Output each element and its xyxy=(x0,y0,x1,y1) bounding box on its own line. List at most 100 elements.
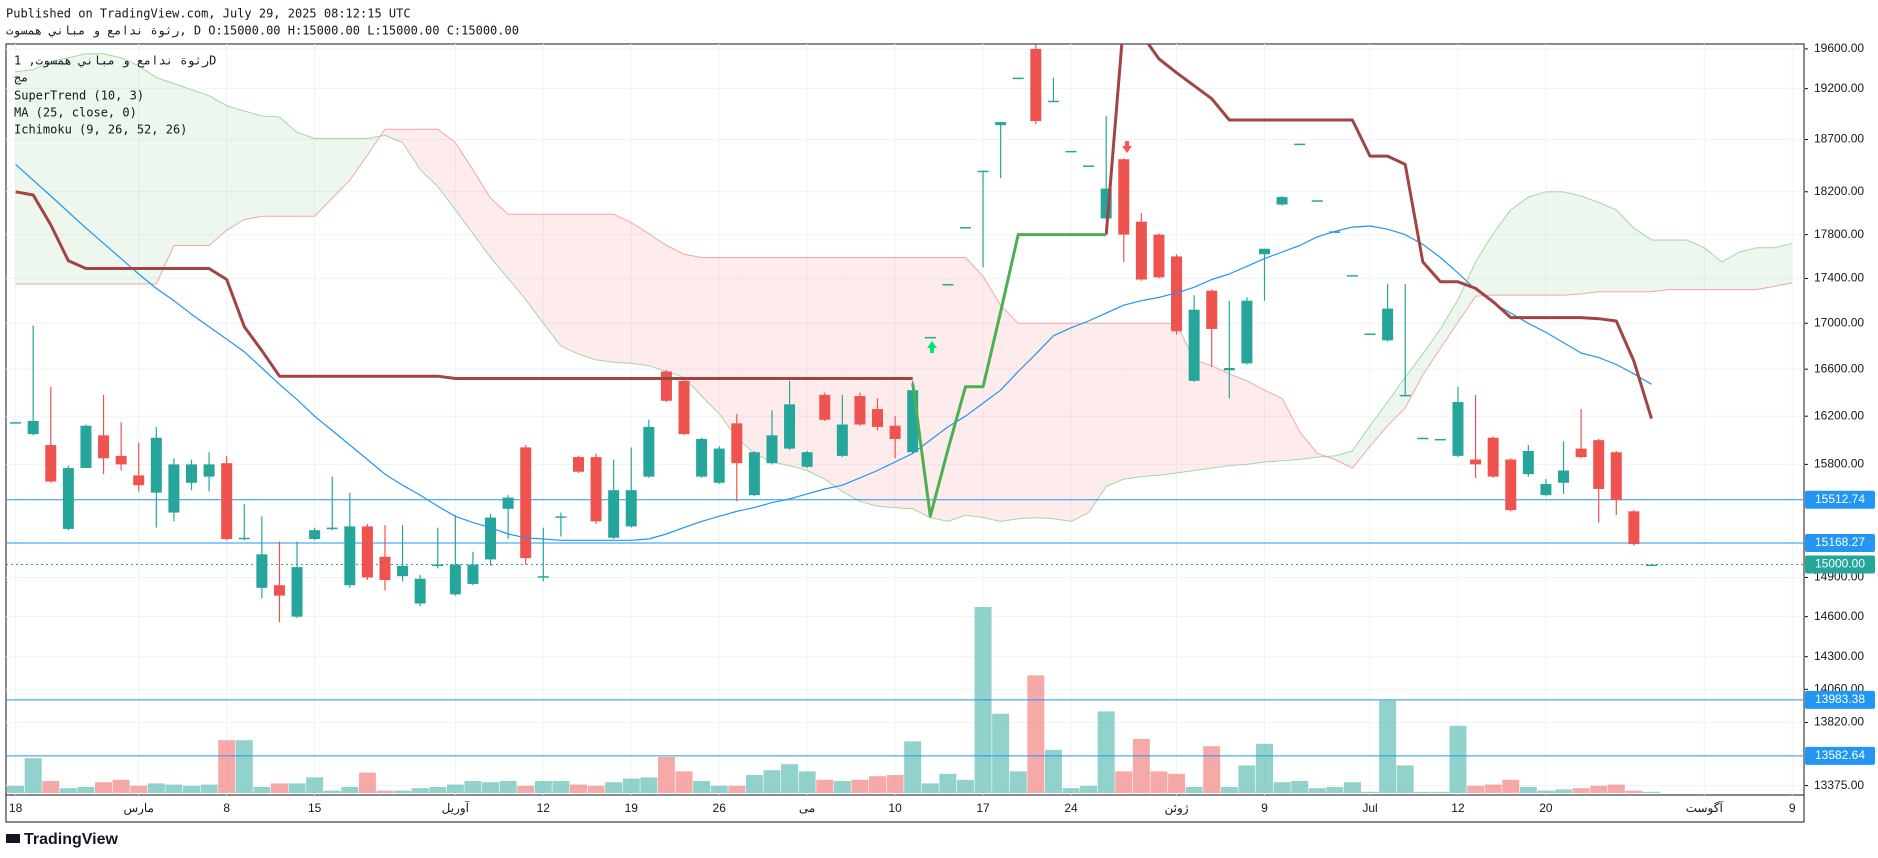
x-tick-label: ژوئن xyxy=(1165,801,1189,815)
candle-body xyxy=(1153,234,1165,278)
candle-body xyxy=(309,530,321,540)
volume-bar xyxy=(446,784,464,793)
volume-bar xyxy=(1009,771,1027,793)
volume-bar xyxy=(1220,787,1238,793)
candle-body xyxy=(150,437,162,493)
volume-bar xyxy=(218,740,236,793)
candle-body xyxy=(713,448,725,483)
ichimoku-cloud xyxy=(33,61,51,284)
candle-body xyxy=(977,170,989,173)
y-tick-label: 14300.00 xyxy=(1814,649,1864,663)
candle-body xyxy=(485,517,497,560)
ichimoku-cloud xyxy=(156,77,174,284)
y-tick-label: 13375.00 xyxy=(1814,778,1864,792)
candle-body xyxy=(731,423,743,464)
candle-body xyxy=(801,452,813,467)
volume-bar xyxy=(323,790,341,793)
candle-body xyxy=(1522,451,1534,475)
candle-body xyxy=(1470,459,1482,465)
volume-bar xyxy=(1361,791,1379,793)
price-badge xyxy=(1805,746,1875,765)
y-tick-label: 14600.00 xyxy=(1814,609,1864,623)
y-tick-label: 17400.00 xyxy=(1814,271,1864,285)
ichimoku-cloud xyxy=(1528,191,1546,296)
x-tick-label: 8 xyxy=(223,801,230,815)
candle-body xyxy=(1241,300,1253,364)
price-badge xyxy=(1805,534,1875,553)
ichimoku-cloud xyxy=(279,116,298,217)
y-tick-label: 13820.00 xyxy=(1814,715,1864,729)
candle-body xyxy=(643,426,655,477)
candle-body xyxy=(467,564,479,584)
ichimoku-cloud xyxy=(68,53,86,284)
brand: TradingView xyxy=(6,831,119,848)
ichimoku-cloud xyxy=(1757,247,1775,290)
ichimoku-cloud xyxy=(1616,209,1634,292)
y-tick-label: 16200.00 xyxy=(1814,408,1864,422)
ichimoku-cloud xyxy=(719,257,737,438)
price-badge-label: 15512.74 xyxy=(1815,492,1865,506)
volume-bar xyxy=(1273,782,1291,793)
volume-bar xyxy=(1238,765,1256,793)
volume-bar xyxy=(587,785,605,793)
volume-bar xyxy=(183,785,200,793)
volume-bar xyxy=(710,785,728,793)
candle-body xyxy=(1329,231,1341,233)
volume-bar xyxy=(1343,782,1361,793)
ichimoku-cloud xyxy=(1774,243,1793,287)
volume-bar xyxy=(1625,790,1643,793)
volume-bar xyxy=(640,777,658,793)
ichimoku-cloud xyxy=(824,257,843,492)
candle-body xyxy=(449,564,461,595)
candle-body xyxy=(1083,165,1095,167)
ichimoku-cloud xyxy=(1229,373,1247,466)
y-tick-label: 16600.00 xyxy=(1814,361,1864,375)
ichimoku-cloud xyxy=(1686,240,1705,290)
volume-bar xyxy=(1519,787,1537,793)
ichimoku-cloud xyxy=(1194,359,1212,471)
ichimoku-cloud xyxy=(1053,323,1071,522)
ichimoku-cloud xyxy=(1704,247,1722,290)
candle-body xyxy=(1223,368,1235,371)
volume-bar xyxy=(77,787,95,793)
ichimoku-cloud xyxy=(50,57,69,284)
ichimoku-cloud xyxy=(103,53,122,284)
x-tick-label: آوریل xyxy=(442,800,470,815)
ichimoku-cloud xyxy=(349,138,368,181)
candle-body xyxy=(414,578,426,604)
volume-bar xyxy=(1150,771,1168,793)
candle-body xyxy=(502,497,514,509)
volume-bar xyxy=(1203,746,1221,793)
candle-body xyxy=(1258,248,1270,255)
volume-bar xyxy=(1062,788,1080,793)
legend-supertrend: SuperTrend (10, 3) xyxy=(14,89,144,103)
ichimoku-cloud xyxy=(1581,196,1599,295)
volume-bar xyxy=(1590,785,1608,793)
volume-bar xyxy=(112,779,130,793)
candle-body xyxy=(344,526,356,586)
volume-bar xyxy=(833,781,851,793)
candle-body xyxy=(1206,290,1218,329)
candle-body xyxy=(1311,200,1323,202)
candle-body xyxy=(397,565,409,577)
candle-body xyxy=(1628,511,1640,545)
ichimoku-cloud xyxy=(930,257,948,522)
ichimoku-cloud xyxy=(1018,323,1036,519)
candle-body xyxy=(256,554,268,588)
ichimoku-cloud xyxy=(560,214,579,355)
ichimoku-cloud xyxy=(1651,240,1670,292)
volume-bar xyxy=(745,775,763,793)
ichimoku-cloud xyxy=(508,214,526,300)
volume-bar xyxy=(1642,791,1660,793)
candle-body xyxy=(221,463,233,540)
ichimoku-cloud xyxy=(1598,202,1617,292)
candle-body xyxy=(361,526,373,578)
volume-bar xyxy=(341,787,359,793)
candle-body xyxy=(520,447,532,559)
x-tick-label: مارس xyxy=(123,801,154,815)
volume-bar xyxy=(1502,779,1520,793)
volume-bar xyxy=(1185,787,1203,793)
x-tick-label: آگوست xyxy=(1686,800,1724,815)
volume-bar xyxy=(235,740,253,793)
candle-body xyxy=(537,576,549,578)
